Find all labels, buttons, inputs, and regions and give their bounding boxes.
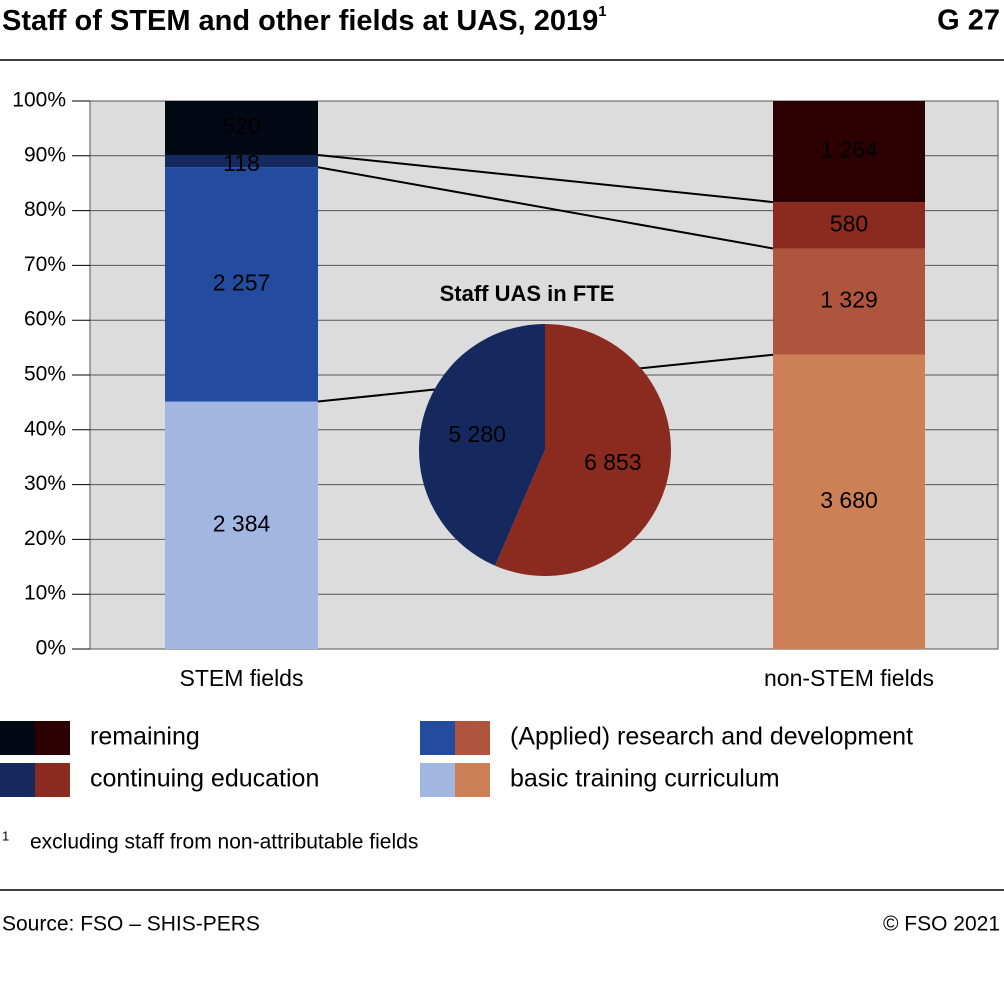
legend-swatch (420, 763, 455, 797)
source: Source: FSO – SHIS-PERS (2, 913, 260, 936)
y-tick-label: 50% (24, 363, 66, 386)
bar-segment (165, 167, 318, 402)
legend-swatch (35, 763, 70, 797)
y-tick-label: 40% (24, 417, 66, 440)
connector-line (317, 153, 774, 204)
legend-swatch (420, 721, 455, 755)
bar-segment (773, 248, 925, 355)
pie-title: Staff UAS in FTE (440, 281, 615, 306)
value-label: 6 853 (584, 449, 642, 475)
legend-label: basic training curriculum (510, 765, 780, 793)
bar-segment (773, 202, 925, 249)
y-tick-label: 80% (24, 198, 66, 221)
y-tick-label: 60% (24, 308, 66, 331)
y-tick-label: 0% (36, 637, 66, 660)
bar-segment (773, 354, 925, 649)
y-tick-label: 10% (24, 582, 66, 605)
legend-swatch (35, 721, 70, 755)
bar-segment (773, 101, 925, 203)
title-footnote-mark: 1 (598, 3, 606, 20)
footnote: excluding staff from non-attributable fi… (30, 831, 418, 854)
value-label: 580 (830, 210, 868, 236)
connector-line (317, 166, 774, 250)
bar-segment (165, 401, 318, 649)
footnote-mark: 1 (2, 828, 9, 843)
legend-label: continuing education (90, 765, 319, 793)
value-label: 1 264 (820, 137, 878, 163)
y-tick-label: 20% (24, 527, 66, 550)
chart-title: Staff of STEM and other fields at UAS, 2… (2, 3, 607, 37)
copyright: © FSO 2021 (883, 913, 1000, 936)
value-label: 2 384 (213, 510, 271, 536)
y-tick-label: 70% (24, 253, 66, 276)
pie-slice (418, 324, 545, 566)
x-tick-label: non-STEM fields (764, 665, 934, 691)
bar-segment (165, 101, 318, 155)
legend-swatch (455, 721, 490, 755)
value-label: 1 329 (820, 287, 878, 313)
value-label: 5 280 (448, 421, 506, 447)
legend-label: (Applied) research and development (510, 723, 913, 751)
figure-id: G 27 (937, 5, 1000, 37)
value-label: 2 257 (213, 269, 271, 295)
y-tick-label: 100% (12, 89, 66, 112)
legend-swatch (455, 763, 490, 797)
x-tick-label: STEM fields (180, 665, 304, 691)
value-label: 3 680 (820, 487, 878, 513)
legend-swatch (0, 721, 35, 755)
pie-slice (495, 324, 671, 576)
value-label: 520 (222, 113, 260, 139)
y-tick-label: 30% (24, 472, 66, 495)
legend-swatch (0, 763, 35, 797)
legend-label: remaining (90, 723, 200, 751)
y-tick-label: 90% (24, 143, 66, 166)
title-text: Staff of STEM and other fields at UAS, 2… (2, 5, 598, 37)
bar-segment (165, 154, 318, 168)
